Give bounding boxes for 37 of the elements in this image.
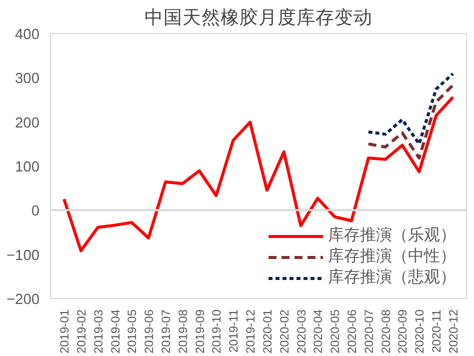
y-tick-label: 100	[15, 160, 40, 176]
legend-label: 库存推演（中性）	[328, 246, 456, 267]
x-tick-label: 2019-01	[58, 309, 72, 354]
x-tick-label: 2019-06	[142, 309, 156, 354]
x-tick-label: 2020-12	[446, 309, 460, 354]
legend-label: 库存推演（乐观）	[328, 225, 456, 246]
x-tick-label: 2019-08	[176, 309, 190, 354]
x-tick-label: 2020-10	[412, 309, 427, 354]
x-tick-label: 2019-11	[226, 309, 241, 353]
x-tick-label: 2020-08	[378, 309, 393, 354]
x-tick-label: 2019-05	[125, 309, 140, 354]
x-tick-label: 2020-02	[277, 309, 292, 354]
x-tick-label: 2019-07	[158, 309, 173, 354]
chart-title: 中国天然橡胶月度库存变动	[144, 6, 372, 28]
x-tick-label: 2019-02	[74, 309, 88, 354]
x-tick-label: 2020-07	[362, 309, 376, 354]
line-series	[366, 72, 454, 146]
x-tick-label: 2020-05	[328, 309, 342, 354]
x-tick-label: 2020-11	[430, 309, 444, 353]
x-tick-label: 2020-09	[396, 309, 410, 354]
x-tick-label: 2020-03	[294, 309, 308, 354]
y-tick-label: −100	[6, 248, 40, 264]
line-series	[366, 84, 454, 160]
legend-label: 库存推演（悲观）	[328, 267, 456, 288]
y-tick-label: 300	[15, 71, 40, 88]
x-tick-label: 2019-03	[91, 309, 106, 354]
x-tick-label: 2020-06	[345, 309, 360, 354]
x-tick-label: 2020-04	[311, 309, 326, 354]
x-tick-label: 2019-12	[244, 309, 258, 354]
y-tick-label: 400	[15, 27, 40, 43]
y-tick-label: 0	[31, 204, 40, 220]
x-tick-label: 2019-09	[192, 309, 207, 354]
x-tick-label: 2020-01	[260, 309, 274, 354]
y-tick-label: −200	[6, 292, 40, 308]
x-tick-label: 2019-04	[108, 309, 122, 354]
x-tick-label: 2019-10	[210, 309, 224, 354]
y-tick-label: 200	[15, 115, 40, 132]
